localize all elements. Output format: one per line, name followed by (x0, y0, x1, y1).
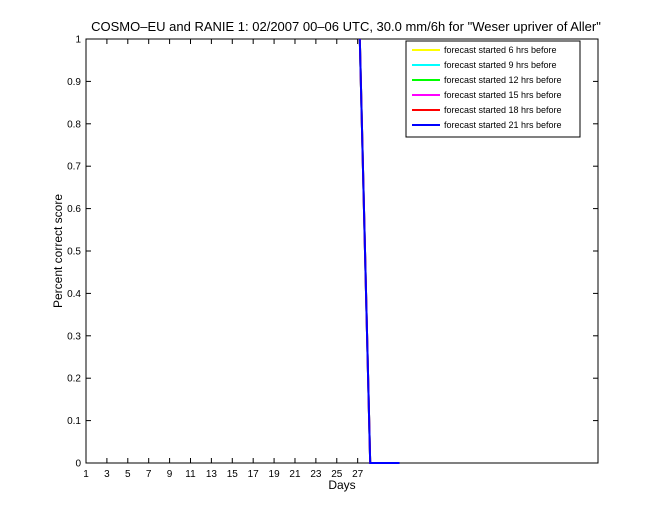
legend-box (405, 40, 581, 138)
y-tick-label: 0.4 (67, 289, 81, 300)
x-tick-label: 27 (352, 469, 364, 480)
legend-label: forecast started 18 hrs before (444, 105, 562, 115)
series-lines (358, 38, 400, 464)
y-tick-label: 0.5 (67, 247, 81, 258)
x-tick-label: 17 (248, 469, 260, 480)
x-axis-label: Days (328, 478, 355, 492)
y-tick-label: 0 (75, 459, 81, 470)
y-tick-label: 0.6 (67, 204, 81, 215)
y-tick-label: 0.9 (67, 77, 81, 88)
y-tick-label: 0.2 (67, 374, 81, 385)
legend: forecast started 6 hrs before forecast st… (405, 40, 581, 138)
legend-label: forecast started 9 hrs before (444, 60, 557, 70)
y-axis-label: Percent correct score (51, 194, 65, 308)
x-tick-label: 23 (310, 469, 322, 480)
x-tick-label: 25 (331, 469, 343, 480)
x-axis: 1 3 5 7 9 11 13 15 17 19 21 23 25 27 (83, 39, 364, 480)
y-tick-label: 0.8 (67, 119, 81, 130)
legend-label: forecast started 15 hrs before (444, 90, 562, 100)
x-tick-label: 9 (167, 469, 173, 480)
x-tick-label: 11 (185, 469, 196, 480)
series-line-6 (358, 38, 400, 464)
x-tick-label: 7 (146, 469, 152, 480)
y-axis: 0 0.1 0.2 0.3 0.4 0.5 0.6 0.7 0.8 0.9 1 (67, 35, 598, 470)
y-tick-label: 0.1 (67, 416, 81, 427)
legend-label: forecast started 6 hrs before (444, 45, 557, 55)
y-tick-label: 1 (75, 35, 81, 46)
chart-title: COSMO–EU and RANIE 1: 02/2007 00–06 UTC,… (91, 19, 601, 34)
x-tick-label: 5 (125, 469, 131, 480)
x-tick-label: 15 (227, 469, 239, 480)
x-tick-label: 19 (269, 469, 281, 480)
legend-label: forecast started 12 hrs before (444, 75, 562, 85)
y-tick-label: 0.7 (67, 162, 81, 173)
legend-label: forecast started 21 hrs before (444, 120, 562, 130)
x-tick-label: 1 (83, 469, 89, 480)
x-tick-label: 13 (206, 469, 218, 480)
x-tick-label: 21 (289, 469, 301, 480)
x-tick-label: 3 (104, 469, 110, 480)
y-tick-label: 0.3 (67, 331, 81, 342)
